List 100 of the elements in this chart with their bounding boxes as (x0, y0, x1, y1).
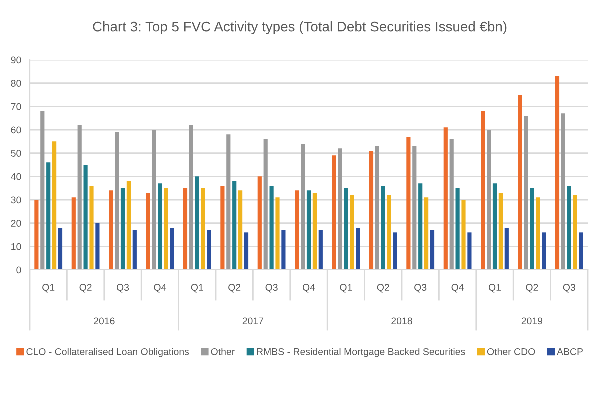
x-tick-label: Q2 (80, 284, 92, 293)
bar (72, 198, 76, 270)
bar (369, 151, 374, 270)
text: 2018 (392, 318, 412, 325)
x-tick-label: Q4 (154, 284, 166, 293)
y-tick-label: 70 (11, 103, 22, 110)
y-tick-label: 50 (11, 150, 22, 157)
bar (126, 181, 131, 270)
legend-label: ABCP (557, 348, 583, 356)
bar (418, 184, 423, 270)
bar (312, 193, 317, 270)
bar (276, 198, 280, 270)
bar (58, 228, 63, 270)
bar (170, 228, 174, 270)
x-tick-label: Q2 (228, 284, 241, 293)
bar (518, 95, 522, 270)
bar (264, 139, 268, 270)
bar (393, 232, 398, 270)
text: 2019 (522, 318, 543, 325)
bar (542, 232, 546, 270)
bar (164, 188, 168, 270)
bar (238, 190, 243, 270)
bar (332, 156, 336, 270)
bar (282, 230, 286, 270)
y-tick-label: 60 (11, 126, 22, 134)
bar (195, 176, 200, 270)
bar (406, 137, 411, 270)
bar (444, 128, 448, 270)
bar (120, 188, 126, 270)
bar (579, 232, 584, 270)
bar (492, 184, 498, 270)
x-tick-label: Q1 (340, 284, 352, 293)
bar (356, 228, 360, 270)
y-tick-label: 80 (11, 80, 22, 87)
bar (387, 195, 392, 270)
legend-label: Other (211, 348, 235, 356)
bar (306, 190, 312, 270)
bar (567, 186, 572, 270)
bar (189, 125, 194, 270)
bar (201, 188, 206, 270)
x-tick-label: Q3 (116, 284, 130, 293)
bar (96, 223, 100, 270)
y-tick-label: 30 (11, 196, 22, 204)
bar (555, 76, 560, 270)
bar (344, 188, 348, 270)
bar (152, 130, 156, 270)
y-tick-label: 40 (11, 173, 22, 180)
bar (232, 181, 237, 270)
bar (90, 186, 94, 270)
bar (295, 190, 300, 270)
bar (430, 230, 435, 270)
bar (524, 116, 528, 270)
x-tick-label: Q1 (191, 284, 204, 293)
bar (301, 144, 306, 270)
x-tick-label: Q1 (42, 284, 55, 293)
bar (456, 188, 460, 270)
bar (536, 198, 540, 270)
bar (158, 184, 162, 270)
bar (318, 230, 323, 270)
legend-label: Other CDO (487, 348, 536, 356)
bar (504, 228, 509, 270)
bar (375, 146, 380, 270)
bar (34, 200, 39, 270)
bar (46, 162, 51, 270)
bar (220, 186, 225, 270)
x-tick-label: Q2 (377, 284, 390, 293)
chart-title: Chart 3: Top 5 FVC Activity types (Total Debt Securities Issued €bn) (93, 22, 507, 34)
x-tick-label: Q4 (452, 284, 464, 293)
y-tick-label: 90 (11, 56, 22, 64)
bar (530, 188, 534, 270)
bar (183, 188, 188, 270)
y-tick-label: 0 (16, 266, 22, 274)
x-tick-label: Q3 (414, 284, 427, 293)
bar (381, 186, 386, 270)
bar (146, 193, 150, 270)
bar (270, 186, 274, 270)
bar (207, 230, 212, 270)
bar (462, 200, 466, 270)
bar (498, 193, 503, 270)
bar (52, 142, 57, 270)
bar (412, 146, 417, 270)
bar (561, 114, 566, 270)
y-tick-label: 10 (12, 243, 22, 250)
bar (84, 165, 88, 270)
legend-label: CLO - Collateralised Loan Obligations (26, 348, 190, 358)
text: 2016 (94, 318, 115, 325)
text: 2017 (242, 318, 264, 325)
bar (487, 130, 492, 270)
bar (244, 232, 249, 270)
bar (78, 125, 82, 270)
legend-label: RMBS - Residential Mortgage Backed Securities (257, 348, 466, 358)
bar (115, 132, 120, 270)
bar (338, 148, 342, 270)
bar (573, 195, 578, 270)
bar (109, 190, 114, 270)
bar (132, 230, 137, 270)
x-tick-label: Q3 (563, 284, 576, 293)
bar (468, 232, 472, 270)
bar (481, 111, 486, 270)
x-tick-label: Q3 (266, 284, 278, 293)
